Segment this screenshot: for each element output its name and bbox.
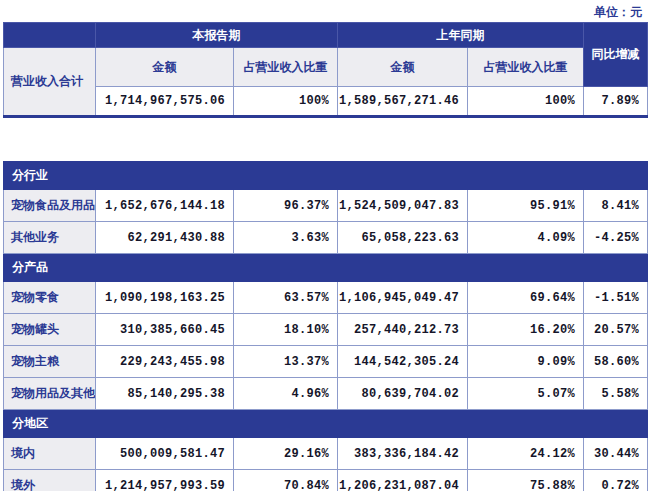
row-label: 宠物用品及其他: [4, 378, 96, 410]
yoy-cell: 8.41%: [584, 190, 648, 222]
prior-share-header: 占营业收入比重: [468, 48, 584, 87]
prior-share-cell: 24.12%: [468, 438, 584, 470]
section-title: 分产品: [4, 254, 648, 282]
current-amount-cell: 1,090,198,163.25: [96, 282, 234, 314]
prior-share-cell: 75.88%: [468, 470, 584, 491]
prior-amount-cell: 144,542,305.24: [338, 346, 468, 378]
yoy-cell: 30.44%: [584, 438, 648, 470]
current-share-cell: 18.10%: [234, 314, 338, 346]
yoy-cell: 0.72%: [584, 470, 648, 491]
current-share-cell: 3.63%: [234, 222, 338, 254]
section-header-row: 分地区: [4, 410, 648, 438]
total-prior-amount: 1,589,567,271.46: [338, 87, 468, 117]
prior-share-cell: 5.07%: [468, 378, 584, 410]
prior-amount-cell: 65,058,223.63: [338, 222, 468, 254]
yoy-cell: -1.51%: [584, 282, 648, 314]
current-share-header: 占营业收入比重: [234, 48, 338, 87]
breakdown-body: 分行业宠物食品及用品1,652,676,144.1896.37%1,524,50…: [4, 162, 648, 491]
row-label: 宠物主粮: [4, 346, 96, 378]
total-revenue-label: 营业收入合计: [4, 48, 96, 117]
table-row: 境外1,214,957,993.5970.84%1,206,231,087.04…: [4, 470, 648, 491]
current-share-cell: 70.84%: [234, 470, 338, 491]
prior-share-cell: 16.20%: [468, 314, 584, 346]
sub-header-row: 营业收入合计 金额 占营业收入比重 金额 占营业收入比重: [4, 48, 648, 87]
current-share-cell: 29.16%: [234, 438, 338, 470]
period-header-row: 本报告期 上年同期 同比增减: [4, 23, 648, 48]
current-amount-header: 金额: [96, 48, 234, 87]
yoy-cell: 20.57%: [584, 314, 648, 346]
prior-share-cell: 4.09%: [468, 222, 584, 254]
prior-amount-cell: 383,336,184.42: [338, 438, 468, 470]
current-amount-cell: 1,214,957,993.59: [96, 470, 234, 491]
table-row: 宠物罐头310,385,660.4518.10%257,440,212.7316…: [4, 314, 648, 346]
table-row: 宠物零食1,090,198,163.2563.57%1,106,945,049.…: [4, 282, 648, 314]
total-current-amount: 1,714,967,575.06: [96, 87, 234, 117]
table-row: 其他业务62,291,430.883.63%65,058,223.634.09%…: [4, 222, 648, 254]
row-label: 宠物罐头: [4, 314, 96, 346]
current-share-cell: 4.96%: [234, 378, 338, 410]
total-revenue-row: 1,714,967,575.06 100% 1,589,567,271.46 1…: [4, 87, 648, 117]
yoy-cell: 58.60%: [584, 346, 648, 378]
current-period-header: 本报告期: [96, 23, 338, 48]
total-current-share: 100%: [234, 87, 338, 117]
section-title: 分地区: [4, 410, 648, 438]
prior-amount-cell: 1,206,231,087.04: [338, 470, 468, 491]
row-label: 境外: [4, 470, 96, 491]
revenue-breakdown-table: 分行业宠物食品及用品1,652,676,144.1896.37%1,524,50…: [3, 161, 648, 491]
corner-cell: [4, 23, 96, 48]
section-header-row: 分行业: [4, 162, 648, 190]
current-amount-cell: 229,243,455.98: [96, 346, 234, 378]
current-amount-cell: 500,009,581.47: [96, 438, 234, 470]
prior-amount-cell: 1,106,945,049.47: [338, 282, 468, 314]
revenue-summary-table: 本报告期 上年同期 同比增减 营业收入合计 金额 占营业收入比重 金额 占营业收…: [3, 22, 648, 118]
prior-amount-cell: 257,440,212.73: [338, 314, 468, 346]
table-row: 境内500,009,581.4729.16%383,336,184.4224.1…: [4, 438, 648, 470]
current-amount-cell: 85,140,295.38: [96, 378, 234, 410]
prior-share-cell: 9.09%: [468, 346, 584, 378]
prior-share-cell: 95.91%: [468, 190, 584, 222]
prior-period-header: 上年同期: [338, 23, 584, 48]
table-row: 宠物主粮229,243,455.9813.37%144,542,305.249.…: [4, 346, 648, 378]
prior-amount-header: 金额: [338, 48, 468, 87]
row-label: 宠物食品及用品: [4, 190, 96, 222]
current-amount-cell: 1,652,676,144.18: [96, 190, 234, 222]
table-row: 宠物用品及其他85,140,295.384.96%80,639,704.025.…: [4, 378, 648, 410]
current-amount-cell: 62,291,430.88: [96, 222, 234, 254]
yoy-cell: 5.58%: [584, 378, 648, 410]
yoy-cell: -4.25%: [584, 222, 648, 254]
current-amount-cell: 310,385,660.45: [96, 314, 234, 346]
total-yoy: 7.89%: [584, 87, 648, 117]
row-label: 境内: [4, 438, 96, 470]
prior-amount-cell: 80,639,704.02: [338, 378, 468, 410]
prior-amount-cell: 1,524,509,047.83: [338, 190, 468, 222]
current-share-cell: 63.57%: [234, 282, 338, 314]
current-share-cell: 96.37%: [234, 190, 338, 222]
unit-label: 单位：元: [0, 0, 650, 22]
row-label: 宠物零食: [4, 282, 96, 314]
current-share-cell: 13.37%: [234, 346, 338, 378]
section-header-row: 分产品: [4, 254, 648, 282]
section-title: 分行业: [4, 162, 648, 190]
table-row: 宠物食品及用品1,652,676,144.1896.37%1,524,509,0…: [4, 190, 648, 222]
yoy-change-header: 同比增减: [584, 23, 648, 87]
total-prior-share: 100%: [468, 87, 584, 117]
row-label: 其他业务: [4, 222, 96, 254]
prior-share-cell: 69.64%: [468, 282, 584, 314]
